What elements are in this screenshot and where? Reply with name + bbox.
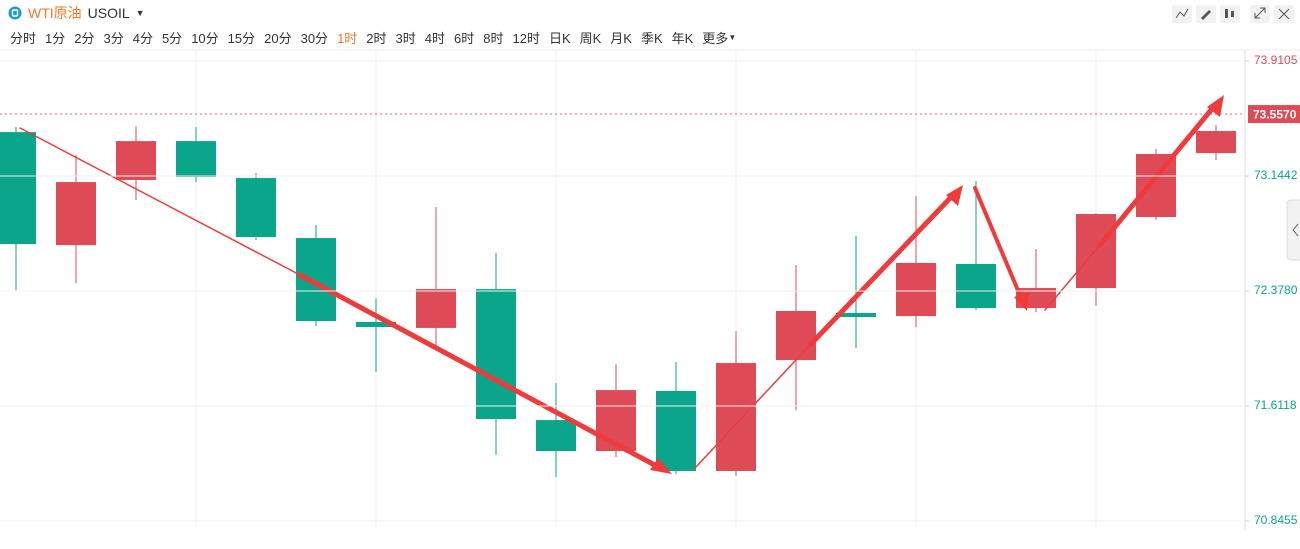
candle-body [596, 390, 636, 452]
period-tab[interactable]: 2时 [366, 31, 387, 46]
candle-body [836, 312, 876, 317]
period-bar: 分时 1分 2分 3分 4分 5分 10分 15分 20分 30分 1时 2时 3时 4时 6时 8时 12时日… [10, 28, 736, 47]
more-caret[interactable]: ▼ [728, 33, 737, 42]
candle-body [956, 264, 996, 308]
period-tab[interactable]: 6时 [454, 31, 475, 46]
period-tab[interactable]: 更多 [702, 31, 729, 46]
y-tick-label: 73.9105 [1254, 53, 1298, 67]
period-tab[interactable]: 20分 [264, 31, 292, 46]
candle-body [56, 182, 96, 246]
period-tab[interactable]: 3分 [103, 31, 124, 46]
candle-body [656, 390, 696, 471]
last-price-label: 73.5570 [1253, 107, 1297, 121]
period-tab[interactable]: 月K [610, 31, 632, 46]
period-tab[interactable]: 日K [548, 31, 571, 46]
v-grid [195, 50, 1097, 528]
candle-body [356, 321, 396, 328]
symbol-bar: WTI原油 USOIL ▼ [8, 4, 145, 22]
dropdown-caret[interactable]: ▼ [135, 8, 145, 18]
period-tab[interactable]: 4分 [132, 31, 153, 46]
period-tab[interactable]: 5分 [161, 31, 183, 46]
last-price-box [1248, 105, 1300, 124]
candle-body [1196, 131, 1236, 154]
period-tab[interactable]: 12时 [512, 31, 540, 46]
annotation-arrows [19, 95, 1224, 474]
period-tab[interactable]: 4时 [424, 31, 445, 46]
candle-body [536, 420, 576, 452]
candle-body [1016, 288, 1056, 308]
side-tab[interactable] [1286, 199, 1300, 261]
candle-body [296, 238, 336, 322]
candle-body [1136, 154, 1176, 218]
candle-body [896, 262, 936, 317]
candle-body [176, 141, 216, 177]
candle-body [0, 132, 36, 245]
period-tab[interactable]: 3时 [395, 31, 416, 46]
period-tab[interactable]: 15分 [227, 31, 256, 46]
y-tick-label: 71.6118 [1254, 398, 1297, 412]
candle-body [416, 289, 456, 328]
y-tick-label: 73.1442 [1254, 168, 1298, 182]
y-tick-label: 72.3780 [1254, 283, 1298, 297]
candle-body [1076, 214, 1116, 289]
period-tab[interactable]: 周K [579, 31, 602, 46]
period-tab[interactable]: 2分 [74, 31, 95, 46]
candle-body [776, 310, 816, 361]
period-tab[interactable]: 8时 [483, 31, 504, 46]
toolbar-icons[interactable] [1172, 5, 1294, 23]
candle-body [236, 178, 276, 237]
candle-body [476, 289, 516, 420]
candle-body [716, 363, 756, 471]
period-tab[interactable]: 年K [671, 31, 694, 46]
period-tab[interactable]: 10分 [191, 31, 219, 46]
period-tab[interactable]: 30分 [300, 31, 329, 46]
period-tab[interactable]: 季K [640, 31, 663, 46]
period-tab[interactable]: 1分 [45, 31, 66, 46]
y-tick-label: 70.8455 [1254, 513, 1298, 527]
period-tab[interactable]: 1时 [337, 31, 358, 46]
candle-body [116, 141, 156, 180]
symbol-code[interactable]: USOIL [87, 5, 130, 21]
symbol-icon [8, 6, 22, 20]
symbol-name[interactable]: WTI原油 [28, 5, 82, 21]
period-tab[interactable]: 分时 [10, 31, 37, 46]
